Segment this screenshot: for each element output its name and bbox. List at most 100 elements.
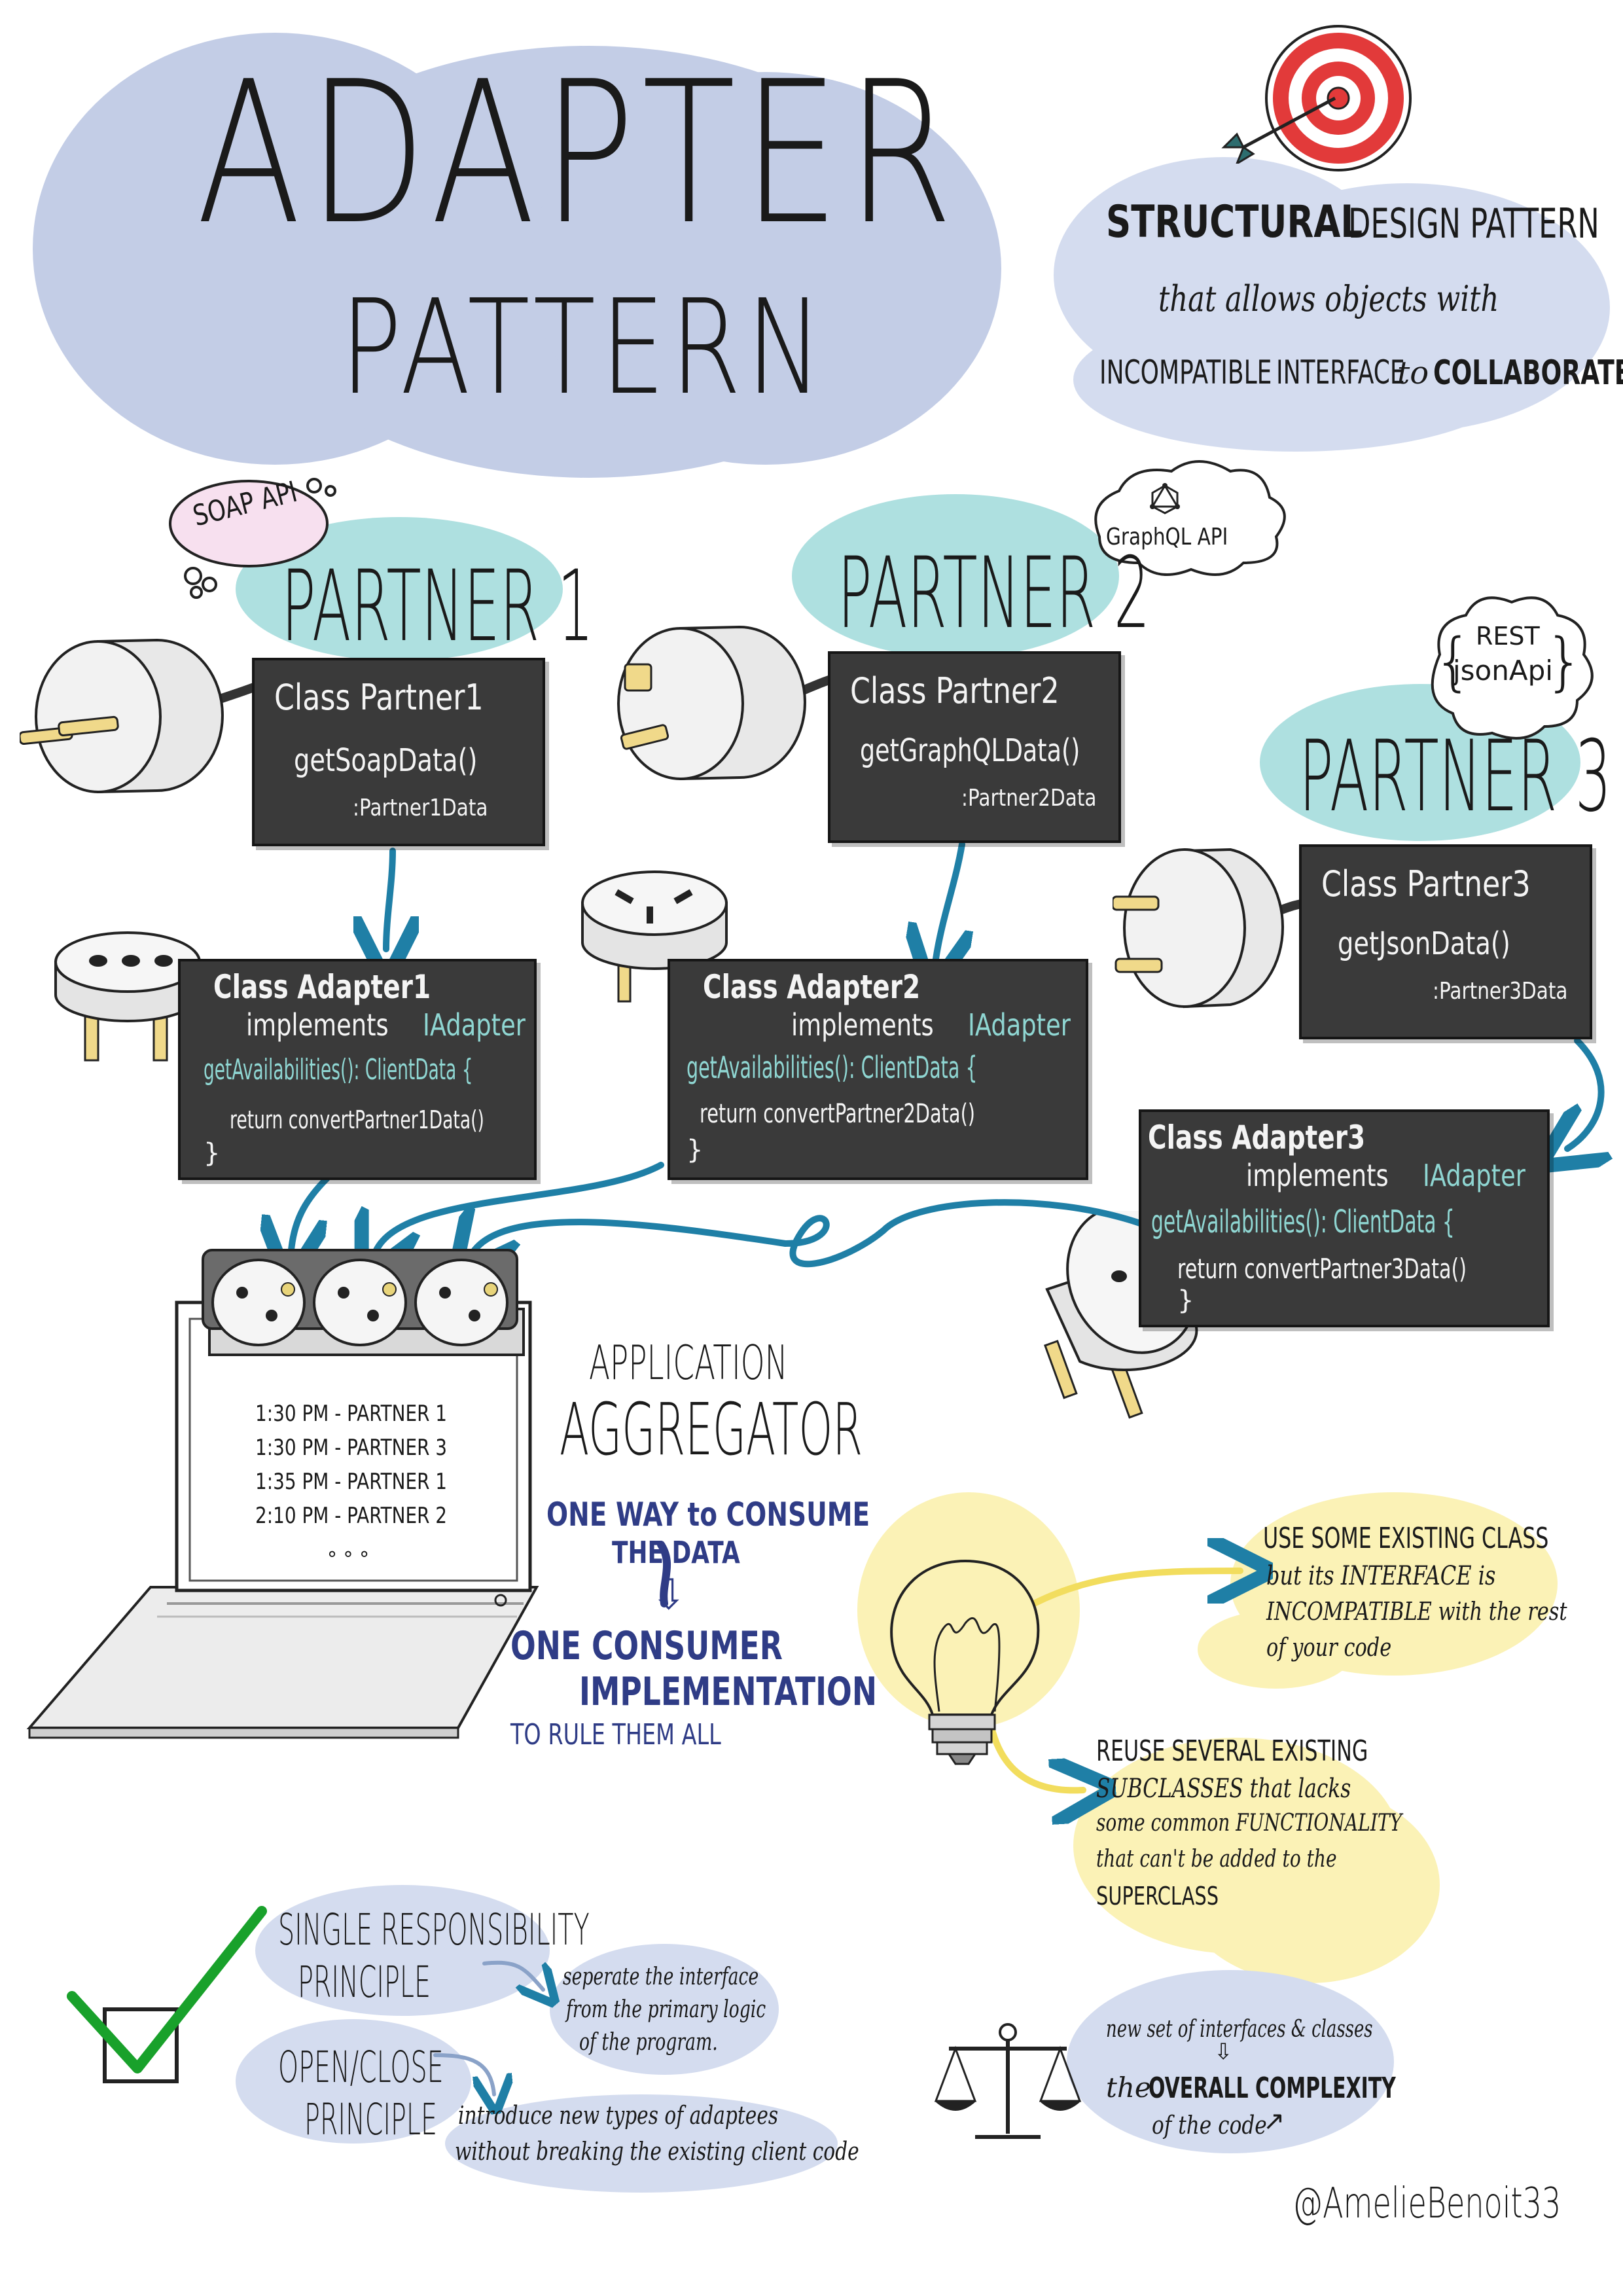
drawback-line-1: new set of interfaces & classes bbox=[1106, 2016, 1373, 2043]
one-consumer-line-1: ONE CONSUMER bbox=[510, 1623, 783, 1669]
application-label: APPLICATION bbox=[589, 1335, 788, 1390]
partner-1-class-board: Class Partner1 getSoapData() :Partner1Da… bbox=[252, 658, 545, 846]
rest-brace-right: } bbox=[1544, 625, 1585, 698]
drawback-the: the bbox=[1106, 2072, 1151, 2104]
adapter-3-method: getAvailabilities(): ClientData { bbox=[1151, 1204, 1455, 1240]
author-signature: @AmelieBenoit33 bbox=[1293, 2179, 1561, 2228]
one-consumer-line-2: IMPLEMENTATION bbox=[579, 1669, 877, 1715]
adapter-3-interface: IAdapter bbox=[1423, 1158, 1525, 1193]
principle-1-line-1: SINGLE RESPONSIBILITY bbox=[278, 1905, 590, 1955]
schedule-line-2: 1:30 PM - PARTNER 3 bbox=[255, 1435, 448, 1461]
aggregator-label: AGGREGATOR bbox=[560, 1388, 863, 1471]
adapter-2-implements: implements bbox=[791, 1007, 934, 1043]
arrow-icon bbox=[1221, 96, 1336, 164]
principle-2-note-1: introduce new types of adaptees bbox=[458, 2101, 779, 2130]
rest-api-label-1: REST bbox=[1476, 622, 1540, 651]
definition-structural: STRUCTURAL bbox=[1106, 196, 1363, 248]
adapter-1-close: } bbox=[204, 1138, 221, 1168]
drawback-up-arrow-icon: ↗ bbox=[1263, 2106, 1285, 2136]
definition-design-pattern: DESIGN PATTERN bbox=[1348, 200, 1599, 247]
rest-api-label-2: jsonApi bbox=[1453, 655, 1553, 687]
partner-3-return-type: :Partner3Data bbox=[1433, 978, 1568, 1005]
adapter-1-implements: implements bbox=[246, 1007, 389, 1043]
socket-icon bbox=[54, 931, 201, 1062]
title-line-1: ADAPTER bbox=[196, 39, 961, 268]
partner-3-label: PARTNER 3 bbox=[1299, 720, 1612, 834]
use-case-1-line-3: INCOMPATIBLE with the rest bbox=[1266, 1597, 1567, 1626]
use-case-2-line-4: that can't be added to the bbox=[1096, 1846, 1337, 1873]
schedule-line-3: 1:35 PM - PARTNER 1 bbox=[255, 1469, 448, 1495]
adapter-3-class-board: Class Adapter3 implements IAdapter getAv… bbox=[1139, 1109, 1550, 1327]
principle-1-line-2: PRINCIPLE bbox=[298, 1957, 431, 2007]
partner-1-return-type: :Partner1Data bbox=[353, 795, 488, 821]
use-case-1-line-1: USE SOME EXISTING CLASS bbox=[1263, 1522, 1549, 1555]
partner-2-label: PARTNER 2 bbox=[838, 537, 1150, 651]
definition-line-2: that allows objects with bbox=[1158, 278, 1499, 319]
partner-2-class-name: Class Partner2 bbox=[850, 670, 1060, 711]
title-line-2: PATTERN bbox=[340, 272, 828, 424]
one-way-line-1: ONE WAY to CONSUME bbox=[546, 1496, 870, 1534]
lightbulb-icon bbox=[890, 1559, 1040, 1765]
definition-incompatible: INCOMPATIBLE bbox=[1099, 353, 1272, 391]
adapter-2-class-board: Class Adapter2 implements IAdapter getAv… bbox=[668, 959, 1088, 1180]
definition-interface: INTERFACE bbox=[1276, 353, 1405, 391]
principle-2-line-2: PRINCIPLE bbox=[304, 2094, 437, 2145]
schedule-line-1: 1:30 PM - PARTNER 1 bbox=[255, 1401, 448, 1427]
adapter-3-class-name: Class Adapter3 bbox=[1148, 1119, 1366, 1157]
partner-2-return-type: :Partner2Data bbox=[961, 785, 1097, 812]
adapter-2-class-name: Class Adapter2 bbox=[703, 968, 921, 1006]
adapter-2-interface: IAdapter bbox=[968, 1007, 1071, 1043]
use-case-2-line-3: some common FUNCTIONALITY bbox=[1096, 1810, 1402, 1837]
adapter-3-implements: implements bbox=[1246, 1158, 1389, 1193]
use-case-2-line-1: REUSE SEVERAL EXISTING bbox=[1096, 1734, 1368, 1768]
partner-3-method: getJsonData() bbox=[1338, 925, 1510, 962]
checkmark-icon bbox=[67, 1906, 267, 2083]
principle-1-note-2: from the primary logic bbox=[566, 1996, 766, 2023]
adapter-2-body: return convertPartner2Data() bbox=[700, 1099, 976, 1129]
plug-icon bbox=[617, 625, 839, 781]
plug-icon bbox=[1113, 848, 1309, 1009]
use-case-1-line-2: but its INTERFACE is bbox=[1266, 1561, 1496, 1591]
power-strip-icon bbox=[202, 1249, 525, 1356]
graphql-api-label: GraphQL API bbox=[1106, 524, 1228, 550]
schedule-line-4: 2:10 PM - PARTNER 2 bbox=[255, 1503, 448, 1529]
socket-icon bbox=[581, 870, 728, 1003]
adapter-1-body: return convertPartner1Data() bbox=[230, 1105, 484, 1134]
principle-2-note-2: without breaking the existing client cod… bbox=[455, 2137, 859, 2166]
schedule-more: ° ° ° bbox=[327, 1548, 370, 1571]
definition-to: to bbox=[1397, 355, 1429, 391]
adapter-1-interface: IAdapter bbox=[423, 1007, 526, 1043]
adapter-1-class-name: Class Adapter1 bbox=[213, 968, 431, 1006]
partner-2-class-board: Class Partner2 getGraphQLData() :Partner… bbox=[828, 651, 1121, 843]
partner-1-label: PARTNER 1 bbox=[281, 550, 594, 664]
principle-1-note-3: of the program. bbox=[579, 2029, 718, 2056]
one-way-line-2: THE DATA bbox=[612, 1535, 740, 1570]
partner-3-class-board: Class Partner3 getJsonData() :Partner3Da… bbox=[1299, 844, 1592, 1039]
partner-1-class-name: Class Partner1 bbox=[274, 677, 484, 718]
adapter-2-close: } bbox=[687, 1135, 704, 1165]
principle-1-note-1: seperate the interface bbox=[563, 1964, 759, 1990]
rest-brace-left: { bbox=[1433, 625, 1474, 698]
use-case-2-line-5: SUPERCLASS bbox=[1096, 1882, 1219, 1910]
down-arrow-icon: ⇩ bbox=[651, 1571, 687, 1619]
principle-2-line-1: OPEN/CLOSE bbox=[278, 2042, 444, 2092]
scale-icon bbox=[934, 2023, 1082, 2139]
adapter-3-close: } bbox=[1177, 1285, 1194, 1316]
partner-1-method: getSoapData() bbox=[294, 742, 478, 779]
adapter-3-body: return convertPartner3Data() bbox=[1177, 1253, 1467, 1285]
target-icon bbox=[1265, 25, 1412, 171]
one-consumer-line-3: TO RULE THEM ALL bbox=[510, 1718, 721, 1751]
partner-3-class-name: Class Partner3 bbox=[1321, 863, 1531, 905]
drawback-overall-complexity: OVERALL COMPLEXITY bbox=[1149, 2072, 1396, 2105]
adapter-1-method: getAvailabilities(): ClientData { bbox=[204, 1053, 473, 1086]
use-case-1-line-4: of your code bbox=[1266, 1633, 1392, 1662]
graphql-icon bbox=[1150, 483, 1180, 514]
definition-collaborate: COLLABORATE bbox=[1433, 353, 1623, 393]
drawback-down-arrow-icon: ⇩ bbox=[1214, 2039, 1233, 2065]
drawback-line-3: of the code bbox=[1152, 2111, 1267, 2140]
partner-2-method: getGraphQLData() bbox=[860, 732, 1080, 769]
adapter-1-class-board: Class Adapter1 implements IAdapter getAv… bbox=[178, 959, 537, 1180]
use-case-2-line-2: SUBCLASSES that lacks bbox=[1096, 1774, 1351, 1804]
